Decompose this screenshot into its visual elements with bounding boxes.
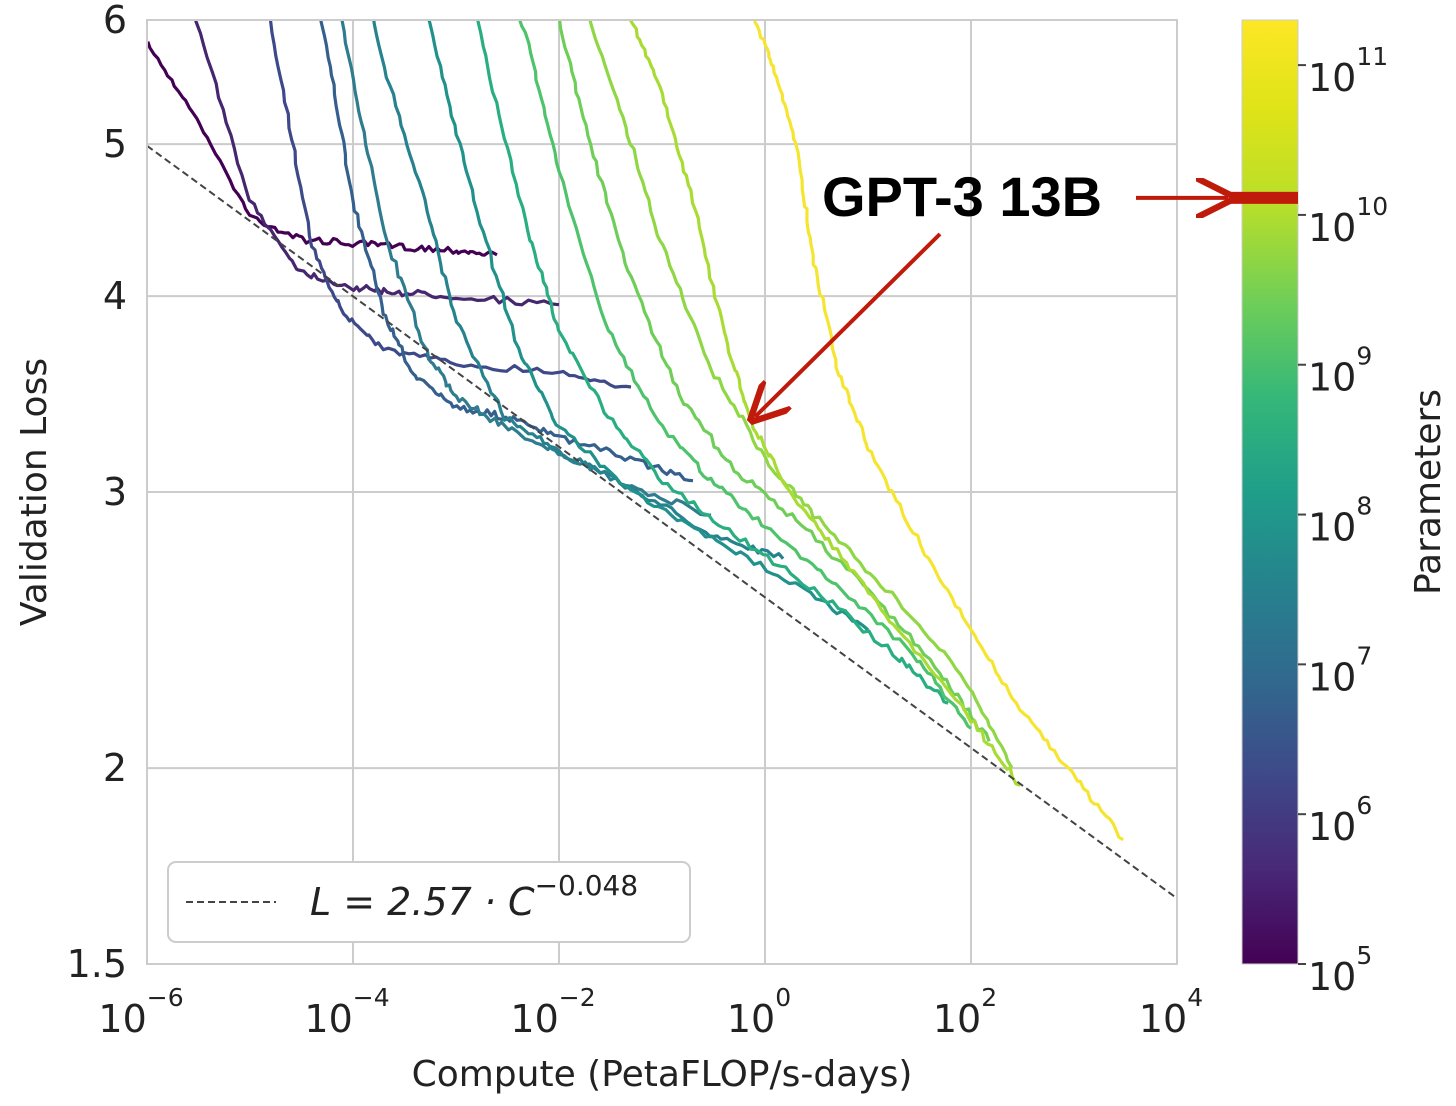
y-tick-label: 1.5 (67, 942, 127, 986)
colorbar-tick-exponent: 6 (1356, 791, 1372, 820)
fit-line-layer (147, 144, 1177, 900)
annotation-arrow-to-curve (755, 232, 942, 417)
series-line (372, 20, 785, 560)
colorbar-tick-label: 107 (1308, 641, 1372, 699)
series-line (268, 20, 632, 389)
colorbar-tick-exponent: 10 (1356, 192, 1388, 221)
x-tick-base: 10 (933, 997, 981, 1041)
legend-label-base: L = 2.57 · C (310, 880, 535, 924)
colorbar-tick-base: 10 (1308, 955, 1356, 999)
annotation-label: GPT-3 13B (822, 165, 1102, 228)
fit-line (147, 144, 1177, 900)
colorbar-tick-base: 10 (1308, 356, 1356, 400)
colorbar-tick-label: 109 (1308, 342, 1372, 400)
y-tick-label: 2 (103, 746, 127, 790)
series-line (427, 20, 870, 632)
series-line (753, 20, 1124, 842)
colorbar-highlight-marker (1230, 191, 1298, 204)
x-tick-exponent: 0 (775, 983, 791, 1012)
x-tick-exponent: 2 (981, 983, 997, 1012)
y-tick-label: 5 (103, 122, 127, 166)
x-tick-label: 10−4 (304, 983, 389, 1041)
colorbar-tick-base: 10 (1308, 655, 1356, 699)
x-tick-base: 10 (1139, 997, 1187, 1041)
x-tick-exponent: 4 (1187, 983, 1203, 1012)
x-tick-label: 104 (1139, 983, 1203, 1041)
series-line (588, 20, 1014, 769)
x-tick-label: 10−2 (510, 983, 595, 1041)
colorbar-tick-base: 10 (1308, 506, 1356, 550)
x-tick-label: 100 (727, 983, 791, 1041)
series-line (518, 20, 972, 730)
colorbar-tick-exponent: 8 (1356, 492, 1372, 521)
colorbar-tick-base: 10 (1308, 56, 1356, 100)
x-tick-base: 10 (727, 997, 775, 1041)
colorbar-tick-label: 1010 (1308, 192, 1388, 250)
y-tick-label: 6 (103, 0, 127, 42)
x-tick-base: 10 (510, 997, 558, 1041)
legend-label-exponent: −0.048 (535, 869, 639, 902)
colorbar-tick-exponent: 9 (1356, 342, 1372, 371)
grid (146, 19, 1178, 965)
colorbar-tick-base: 10 (1308, 206, 1356, 250)
legend-label: L = 2.57 · C−0.048 (310, 869, 638, 924)
series-line (147, 41, 498, 257)
colorbar-title: Parameters (1408, 389, 1449, 595)
y-tick-label: 3 (103, 470, 127, 514)
x-tick-label: 10−6 (98, 983, 183, 1041)
y-tick-label: 4 (103, 274, 127, 318)
colorbar-gradient (1241, 19, 1299, 965)
colorbar-tick-base: 10 (1308, 805, 1356, 849)
x-tick-exponent: −6 (147, 983, 184, 1012)
x-tick-base: 10 (98, 997, 146, 1041)
x-tick-label: 102 (933, 983, 997, 1041)
colorbar-tick-label: 108 (1308, 492, 1372, 550)
y-axis-title: Validation Loss (14, 358, 55, 626)
colorbar-tick-label: 1011 (1308, 42, 1388, 100)
x-tick-base: 10 (304, 997, 352, 1041)
colorbar-tick-exponent: 5 (1356, 941, 1372, 970)
series-line (319, 20, 694, 483)
annotation: GPT-3 13B (755, 165, 1298, 417)
colorbar-tick-label: 105 (1308, 941, 1372, 999)
series-line (557, 20, 991, 742)
x-axis-title: Compute (PetaFLOP/s-days) (412, 1054, 913, 1095)
colorbar-tick-exponent: 7 (1356, 641, 1372, 670)
plot-frame (146, 19, 1178, 965)
colorbar-tick-exponent: 11 (1356, 42, 1388, 71)
colorbar-tick-label: 106 (1308, 791, 1372, 849)
x-tick-exponent: −2 (559, 983, 596, 1012)
series-line (476, 20, 949, 705)
series-layer (147, 20, 1124, 842)
legend: L = 2.57 · C−0.048 (167, 861, 691, 943)
x-tick-exponent: −4 (353, 983, 390, 1012)
legend-box (167, 861, 691, 943)
